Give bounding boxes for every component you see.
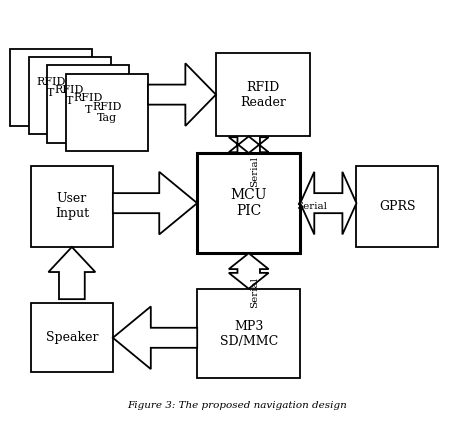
Text: MP3
SD/MMC: MP3 SD/MMC: [219, 320, 278, 348]
Polygon shape: [113, 172, 197, 234]
Text: RFID
T: RFID T: [55, 85, 84, 107]
Bar: [10, 49, 92, 126]
Bar: [197, 153, 300, 253]
Bar: [31, 165, 113, 247]
Text: Speaker: Speaker: [46, 331, 98, 344]
Bar: [47, 66, 129, 143]
Text: Figure 3: The proposed navigation design: Figure 3: The proposed navigation design: [127, 401, 347, 410]
Polygon shape: [148, 63, 216, 126]
Text: Serial: Serial: [250, 157, 259, 187]
Text: RFID
Tag: RFID Tag: [92, 102, 122, 123]
Bar: [28, 57, 110, 134]
Polygon shape: [300, 172, 356, 234]
Polygon shape: [48, 247, 95, 299]
Bar: [197, 289, 300, 379]
Bar: [356, 165, 438, 247]
Text: User
Input: User Input: [55, 192, 89, 220]
Bar: [31, 303, 113, 372]
Text: Serial: Serial: [250, 277, 259, 308]
Text: MCU
PIC: MCU PIC: [230, 188, 267, 218]
Text: GPRS: GPRS: [379, 200, 416, 213]
Polygon shape: [229, 136, 269, 153]
Text: Serial: Serial: [296, 202, 328, 211]
Text: RFID
T: RFID T: [36, 77, 65, 98]
Polygon shape: [113, 307, 197, 369]
Polygon shape: [229, 253, 269, 289]
Bar: [216, 53, 310, 136]
Bar: [66, 74, 148, 151]
Text: RFID
T: RFID T: [73, 93, 103, 115]
Text: RFID
Reader: RFID Reader: [240, 81, 286, 109]
